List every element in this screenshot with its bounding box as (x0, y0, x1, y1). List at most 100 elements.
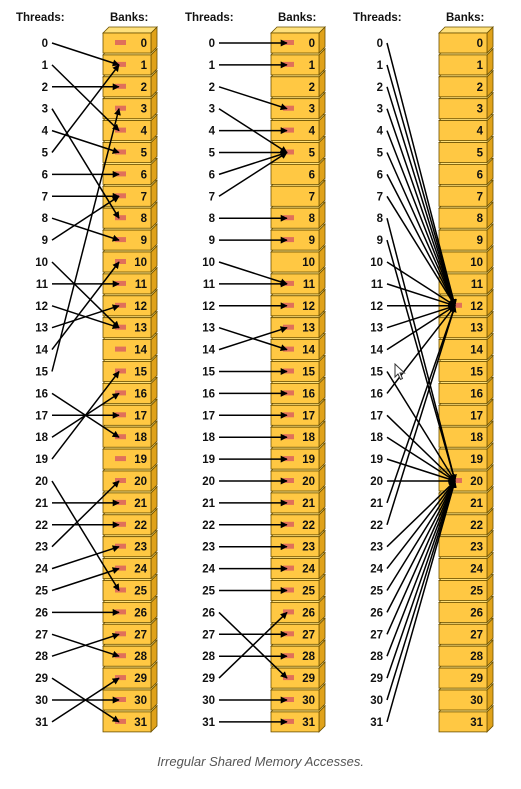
thread-4-to-bank-arrow (51, 129, 120, 154)
bank-access-marker (115, 434, 126, 440)
mouse-cursor-icon (394, 363, 406, 381)
panel-2: Threads: Banks:31302928272625242322212019… (185, 12, 326, 733)
thread-label-20: 20 (202, 476, 215, 488)
thread-13-to-bank-arrow (51, 304, 120, 329)
thread-label-4: 4 (377, 126, 384, 138)
bank-label: 25 (470, 586, 483, 598)
bank-label: 27 (470, 629, 483, 641)
thread-label-20: 20 (35, 476, 48, 488)
bank-access-marker (283, 390, 294, 396)
bank-label: 22 (470, 520, 483, 532)
bank-access-marker (115, 609, 126, 615)
bank-label: 26 (302, 607, 315, 619)
bank-access-marker (283, 40, 294, 45)
bank-access-marker (115, 456, 126, 462)
thread-27-to-bank-arrow (386, 480, 456, 635)
bank-label: 5 (477, 148, 484, 160)
bank-access-marker (283, 149, 294, 155)
thread-label-10: 10 (202, 257, 215, 269)
thread-25-to-bank-arrow (386, 480, 456, 591)
bank-access-marker (283, 302, 294, 308)
thread-label-27: 27 (370, 629, 383, 641)
thread-label-0: 0 (209, 38, 215, 50)
thread-label-12: 12 (35, 301, 48, 313)
bank-access-marker (283, 237, 294, 243)
bank-label: 14 (470, 345, 483, 357)
thread-16-to-bank-arrow (386, 305, 456, 394)
thread-29-to-bank-arrow (386, 480, 457, 679)
bank-label: 10 (302, 257, 315, 269)
thread-label-5: 5 (42, 148, 49, 160)
bank-label: 31 (470, 717, 483, 729)
bank-4: 4 (102, 113, 158, 142)
thread-label-4: 4 (209, 126, 216, 138)
bank-26: 26 (102, 595, 158, 624)
thread-label-0: 0 (42, 38, 48, 50)
bank-access-marker (115, 259, 126, 264)
thread-label-29: 29 (202, 673, 215, 685)
thread-label-18: 18 (35, 432, 48, 444)
thread-15-to-bank-arrow (51, 108, 121, 372)
thread-label-19: 19 (370, 454, 383, 466)
thread-label-17: 17 (202, 410, 215, 422)
bank-access-marker (283, 653, 294, 659)
thread-label-2: 2 (209, 82, 215, 94)
thread-4-to-bank-arrow (386, 130, 456, 307)
panels-layer: Threads: Banks:31302928272625242322212019… (16, 12, 494, 733)
thread-label-4: 4 (42, 126, 49, 138)
bank-label: 11 (135, 279, 148, 291)
thread-label-3: 3 (377, 104, 383, 116)
thread-10-to-bank-arrow (386, 261, 456, 307)
thread-9-to-bank-arrow (51, 195, 120, 241)
bank-access-marker (115, 324, 126, 330)
thread-label-16: 16 (370, 388, 383, 400)
thread-23-to-bank-arrow (51, 480, 120, 548)
thread-15-to-bank-arrow (386, 371, 456, 482)
bank-access-marker (283, 105, 294, 111)
bank-access-marker (115, 631, 126, 637)
bank-label: 9 (141, 235, 147, 247)
thread-label-21: 21 (202, 498, 215, 510)
thread-label-7: 7 (377, 191, 383, 203)
thread-label-28: 28 (370, 651, 383, 663)
bank-label: 12 (302, 301, 315, 313)
banks-header: Banks: (278, 12, 316, 24)
bank-label: 6 (477, 169, 483, 181)
bank-access-marker (115, 718, 126, 724)
bank-label: 21 (302, 498, 315, 510)
thread-label-28: 28 (35, 651, 48, 663)
bank-access-marker (283, 368, 294, 374)
bank-access-marker (115, 499, 126, 505)
thread-label-15: 15 (370, 367, 383, 379)
bank-label: 1 (141, 60, 148, 72)
bank-label: 21 (470, 498, 483, 510)
bank-label: 0 (477, 38, 483, 50)
bank-access-marker (115, 280, 126, 286)
bank-access-marker (115, 346, 126, 352)
thread-label-13: 13 (202, 323, 215, 335)
thread-31-to-bank-arrow (51, 677, 120, 723)
thread-label-2: 2 (42, 82, 48, 94)
bank-label: 7 (309, 191, 315, 203)
arrow-layer (386, 42, 457, 723)
bank-label: 19 (470, 454, 483, 466)
bank-access-marker (115, 587, 126, 593)
thread-label-26: 26 (370, 607, 383, 619)
bank-label: 23 (470, 542, 483, 554)
bank-label: 4 (309, 126, 316, 138)
bank-access-marker (283, 280, 294, 286)
bank-label: 28 (302, 651, 315, 663)
arrow-layer (51, 42, 121, 723)
bank-label: 31 (302, 717, 315, 729)
figure-caption: Irregular Shared Memory Accesses. (157, 754, 364, 769)
bank-label: 7 (141, 191, 147, 203)
bank-access-marker (115, 302, 126, 308)
thread-22-to-bank-arrow (386, 305, 457, 526)
thread-2-to-bank-arrow (386, 86, 457, 307)
bank-label: 9 (309, 235, 315, 247)
thread-label-19: 19 (202, 454, 215, 466)
bank-label: 24 (134, 564, 147, 576)
thread-label-24: 24 (35, 564, 48, 576)
thread-label-5: 5 (209, 148, 216, 160)
thread-label-15: 15 (202, 367, 215, 379)
